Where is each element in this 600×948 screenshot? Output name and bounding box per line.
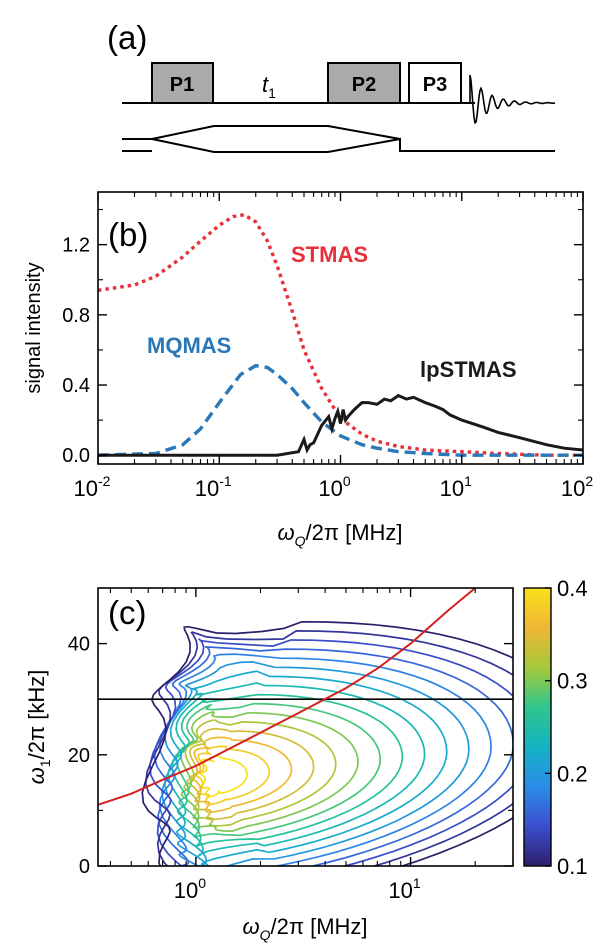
chart-b-panel-label: (b) [108,216,148,253]
pulse-p2-label: P2 [352,74,376,96]
coherence-pathway [122,125,555,153]
pulse-p3-label: P3 [423,74,447,96]
colorbar-tick-label: 0.3 [557,669,588,694]
chart-b-series-label-lpstmas: lpSTMAS [420,357,517,382]
y-tick-label: 0.4 [62,375,90,397]
contour-line [163,670,448,866]
contour-line [197,755,248,798]
y-tick-label: 20 [68,745,90,767]
series-line-mqmas [98,363,583,457]
contour-line [189,736,293,814]
colorbar-tick-label: 0.4 [557,576,588,601]
chart-b-series-label-stmas: STMAS [291,242,368,267]
chart-b-series-label-mqmas: MQMAS [147,333,231,358]
series-line-stmas [98,213,583,457]
colorbar-tick-label: 0.1 [557,854,588,879]
x-tick-label: 10-2 [74,473,111,501]
delay-label: t1 [262,72,276,101]
chart-c-panel-label: (c) [108,594,146,631]
y-tick-label: 0.8 [62,305,90,327]
chart-c-axes: 100 101 0 20 40 [68,588,514,903]
fid-signal [469,74,556,125]
colorbar-ticks: 0.1 0.2 0.3 0.4 [545,576,588,879]
contour-line [141,620,513,866]
chart-c-frame [97,587,514,867]
y-tick-label: 40 [68,634,90,656]
pulse-p1 [151,62,214,104]
series-line-lpstmas [98,393,583,457]
contour-line [153,645,513,866]
chart-b-axes: 10-2 10-1 100 101 102 0.0 0.4 0.8 1.2 [62,192,593,501]
pulse-sequence-panel: (a) P1 t1 P2 P3 [107,19,556,153]
colorbar-tick-label: 0.2 [557,761,588,786]
pulse-p2 [327,62,401,104]
contour-line [158,653,492,866]
colorbar [523,587,552,867]
x-tick-label: 102 [561,473,593,501]
x-tick-label: 101 [440,473,472,501]
contour-line [144,630,513,866]
pulse-p1-label: P1 [170,74,194,96]
x-tick-label: 100 [174,875,206,903]
pulse-p3 [408,62,462,104]
panel-a-label: (a) [107,19,147,56]
y-tick-label: 1.2 [62,235,90,257]
chart-b-xlabel: ωQ/2π [MHz] [277,520,402,549]
x-tick-label: 101 [388,875,420,903]
chart-c-ylabel: ω1/2π [kHz] [24,670,53,785]
chart-c-contours [141,620,513,866]
chart-b-ylabel: signal intensity [23,262,45,393]
x-tick-label: 100 [318,473,350,501]
contour-line [179,711,359,832]
x-tick-label: 10-1 [195,473,232,501]
contour-line [183,719,337,827]
y-tick-label: 0.0 [62,445,90,467]
chart-b-plot-area [98,213,583,457]
chart-c-red-curve [98,588,476,806]
contour-line [175,702,382,838]
chart-c-xlabel: ωQ/2π [MHz] [242,914,367,943]
y-tick-label: 0 [79,856,90,878]
